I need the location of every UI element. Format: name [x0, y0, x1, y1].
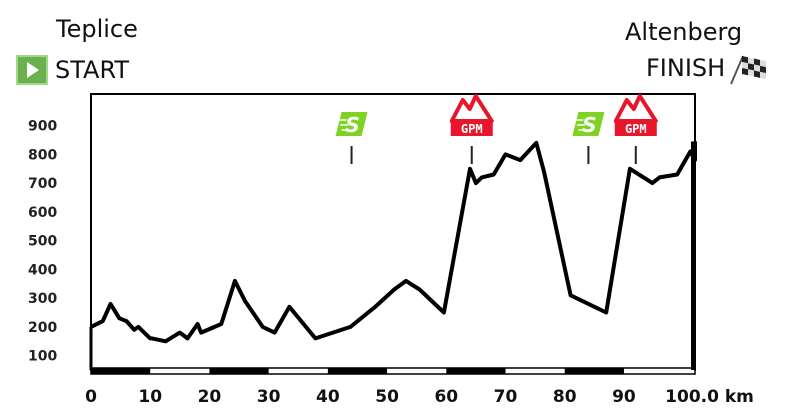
- x-tick-label: 70: [494, 387, 518, 407]
- scale-segment: [564, 368, 624, 374]
- scale-segment: [446, 368, 506, 374]
- y-tick-label: 700: [28, 176, 57, 192]
- climb-icon-text: GPM: [461, 122, 483, 136]
- plot-frame: [90, 93, 696, 371]
- climb-gpm-icon: GPM: [449, 94, 494, 136]
- x-tick-label: 0: [85, 387, 97, 407]
- x-tick-label: 100.0 km: [665, 387, 754, 407]
- y-tick-label: 600: [28, 205, 57, 221]
- checkered-flag-icon: [727, 52, 771, 90]
- sprint-icon-text: S: [345, 113, 359, 137]
- x-tick-label: 30: [257, 387, 281, 407]
- x-tick-label: 40: [316, 387, 340, 407]
- y-tick-label: 100: [28, 349, 57, 365]
- start-town: Teplice: [56, 15, 138, 43]
- y-tick-label: 300: [28, 291, 57, 307]
- x-tick-label: 20: [198, 387, 222, 407]
- start-flag-icon: [16, 55, 48, 85]
- x-tick-label: 50: [375, 387, 399, 407]
- start-label: START: [55, 56, 130, 84]
- x-tick-label: 10: [138, 387, 162, 407]
- scale-segment: [209, 368, 269, 374]
- y-tick-label: 500: [28, 234, 57, 250]
- climb-icon-text: GPM: [625, 122, 647, 136]
- y-tick-label: 200: [28, 320, 57, 336]
- y-tick-label: 900: [28, 119, 57, 135]
- x-tick-label: 60: [434, 387, 458, 407]
- elevation-profile-line: [90, 140, 697, 344]
- y-tick-label: 800: [28, 147, 57, 163]
- finish-label: FINISH: [646, 54, 726, 82]
- y-tick-label: 400: [28, 262, 57, 278]
- x-tick-label: 90: [612, 387, 636, 407]
- finish-town: Altenberg: [625, 18, 743, 46]
- sprint-icon: S: [572, 112, 605, 137]
- climb-gpm-icon: GPM: [613, 94, 658, 136]
- scale-segment: [91, 368, 151, 374]
- sprint-icon: S: [335, 112, 368, 137]
- x-tick-label: 80: [553, 387, 577, 407]
- scale-segment: [327, 368, 388, 374]
- sprint-icon-text: S: [582, 113, 596, 137]
